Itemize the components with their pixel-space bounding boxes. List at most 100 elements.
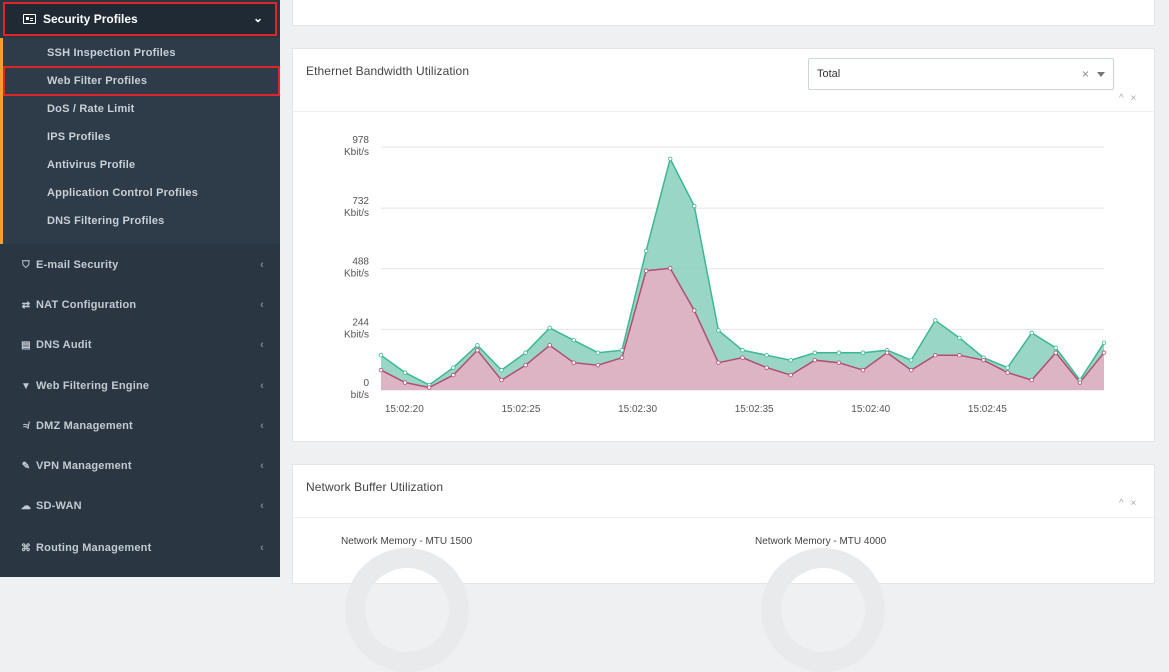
sidebar-item-vpn-management[interactable]: ✎ VPN Management ‹ bbox=[0, 446, 280, 486]
sidebar-subitem-web-filter[interactable]: Web Filter Profiles bbox=[47, 75, 148, 87]
sidebar-item-routing-management[interactable]: ⌘ Routing Management ‹ bbox=[0, 528, 280, 568]
data-point-total bbox=[1053, 345, 1058, 350]
data-point-lower bbox=[571, 360, 576, 365]
sidebar-item-label: DMZ Management bbox=[36, 420, 133, 432]
series-lower-area bbox=[381, 268, 1104, 390]
x-tick-label: 15:02:35 bbox=[735, 404, 774, 415]
y-tick-label: 732 bbox=[352, 196, 369, 207]
data-point-lower bbox=[909, 367, 914, 373]
panel-collapse-close-icon[interactable]: ^ × bbox=[1119, 498, 1139, 509]
chevron-left-icon: ‹ bbox=[260, 380, 264, 392]
sidebar-subitem-ssh-inspection[interactable]: SSH Inspection Profiles bbox=[47, 47, 176, 59]
sidebar-subitem-dns-filtering[interactable]: DNS Filtering Profiles bbox=[47, 215, 165, 227]
y-axis: 978Kbit/s732Kbit/s488Kbit/s244Kbit/s0bit… bbox=[344, 135, 369, 401]
bandwidth-panel: Ethernet Bandwidth Utilization Total × ^… bbox=[292, 48, 1155, 442]
sidebar-subitem-dos-rate-limit[interactable]: DoS / Rate Limit bbox=[47, 103, 135, 115]
data-point-lower bbox=[402, 380, 408, 385]
data-point-total bbox=[716, 328, 721, 333]
sidebar-item-label: E-mail Security bbox=[36, 259, 119, 271]
series-total-area bbox=[381, 158, 1104, 390]
data-point-total bbox=[860, 350, 866, 355]
data-point-total bbox=[571, 338, 576, 343]
sidebar-subitem-app-control[interactable]: Application Control Profiles bbox=[47, 187, 199, 199]
chevron-left-icon: ‹ bbox=[260, 259, 264, 271]
chevron-left-icon: ‹ bbox=[260, 339, 264, 351]
data-point-lower bbox=[523, 362, 528, 368]
data-point-lower bbox=[716, 360, 721, 365]
data-point-total bbox=[957, 335, 962, 341]
data-point-total bbox=[619, 348, 625, 353]
id-card-icon bbox=[23, 14, 36, 24]
data-point-total bbox=[1005, 365, 1010, 370]
panel-divider bbox=[293, 517, 1154, 518]
sidebar-item-nat-configuration[interactable]: ⇄ NAT Configuration ‹ bbox=[0, 285, 280, 325]
data-point-lower bbox=[619, 355, 625, 360]
data-point-lower bbox=[933, 353, 938, 358]
panel-collapse-close-icon[interactable]: ^ × bbox=[1119, 93, 1139, 104]
chevron-down-icon: ⌄ bbox=[252, 11, 263, 25]
data-point-lower bbox=[668, 266, 673, 271]
data-point-total bbox=[643, 248, 649, 254]
data-point-lower bbox=[884, 350, 890, 355]
data-point-total bbox=[378, 353, 384, 358]
data-point-lower bbox=[1029, 377, 1034, 383]
y-tick-label: 0 bbox=[363, 378, 369, 389]
sidebar-subitem-antivirus[interactable]: Antivirus Profile bbox=[47, 159, 136, 171]
x-axis: 15:02:20 15:02:25 15:02:30 15:02:35 15:02:40… bbox=[385, 404, 1007, 415]
x-tick-label: 15:02:30 bbox=[618, 404, 657, 415]
data-point-total bbox=[1029, 330, 1034, 336]
sidebar-subitem-ips[interactable]: IPS Profiles bbox=[47, 131, 111, 143]
select-value: Total bbox=[817, 68, 841, 80]
y-tick-unit: Kbit/s bbox=[344, 208, 369, 219]
data-point-lower bbox=[860, 367, 866, 373]
sidebar-item-email-security[interactable]: ⛉ E-mail Security ‹ bbox=[0, 245, 280, 285]
caret-down-icon[interactable] bbox=[1097, 72, 1105, 77]
data-point-lower bbox=[957, 353, 962, 358]
data-point-total bbox=[402, 370, 408, 375]
top-panel bbox=[292, 0, 1155, 26]
chevron-left-icon: ‹ bbox=[260, 420, 264, 432]
panel-divider bbox=[293, 111, 1154, 112]
data-point-total bbox=[692, 203, 697, 209]
sidebar-item-label: DNS Audit bbox=[36, 339, 92, 351]
data-point-lower bbox=[426, 385, 432, 390]
sidebar-item-dns-audit[interactable]: ▤ DNS Audit ‹ bbox=[0, 325, 280, 365]
interface-select[interactable]: Total × bbox=[808, 58, 1114, 90]
data-point-total bbox=[547, 325, 552, 331]
data-point-lower bbox=[1077, 380, 1083, 385]
y-tick-unit: bit/s bbox=[351, 390, 369, 401]
active-item-highlight bbox=[3, 66, 280, 96]
y-tick-label: 488 bbox=[352, 257, 369, 268]
data-point-total bbox=[836, 350, 842, 355]
sidebar-item-security-profiles[interactable]: Security Profiles ⌄ bbox=[3, 2, 277, 36]
chevron-left-icon: ‹ bbox=[260, 542, 264, 554]
data-point-total bbox=[740, 348, 745, 353]
data-point-total bbox=[788, 357, 793, 363]
data-point-lower bbox=[788, 372, 793, 378]
sidebar-item-label: VPN Management bbox=[36, 460, 132, 472]
security-profiles-submenu: SSH Inspection Profiles Web Filter Profi… bbox=[0, 38, 280, 244]
gauge-mtu1500 bbox=[345, 548, 469, 672]
sidebar-item-web-filtering-engine[interactable]: ▼ Web Filtering Engine ‹ bbox=[0, 366, 280, 406]
route-icon: ⌘ bbox=[20, 542, 32, 554]
data-point-total bbox=[523, 350, 528, 355]
data-point-total bbox=[595, 350, 601, 355]
panel-title: Network Buffer Utilization bbox=[306, 480, 444, 494]
sidebar-item-dmz-management[interactable]: ≉ DMZ Management ‹ bbox=[0, 406, 280, 446]
clear-icon[interactable]: × bbox=[1081, 67, 1089, 81]
x-tick-label: 15:02:20 bbox=[385, 404, 424, 415]
data-point-lower bbox=[451, 372, 456, 378]
gauge-mtu4000 bbox=[761, 548, 885, 672]
sidebar-item-sd-wan[interactable]: ☁ SD-WAN ‹ bbox=[0, 486, 280, 526]
data-point-total bbox=[451, 365, 456, 370]
data-point-lower bbox=[836, 360, 842, 365]
data-point-lower bbox=[692, 308, 697, 313]
panel-title: Ethernet Bandwidth Utilization bbox=[306, 64, 470, 78]
gauge-label-mtu1500: Network Memory - MTU 1500 bbox=[341, 536, 473, 547]
sidebar-item-label: Web Filtering Engine bbox=[36, 380, 150, 392]
data-point-lower bbox=[981, 357, 986, 363]
data-point-total bbox=[764, 353, 769, 358]
data-point-lower bbox=[643, 268, 649, 273]
bandwidth-chart: 978Kbit/s732Kbit/s488Kbit/s244Kbit/s0bit… bbox=[344, 135, 1107, 415]
data-point-total bbox=[475, 343, 480, 348]
